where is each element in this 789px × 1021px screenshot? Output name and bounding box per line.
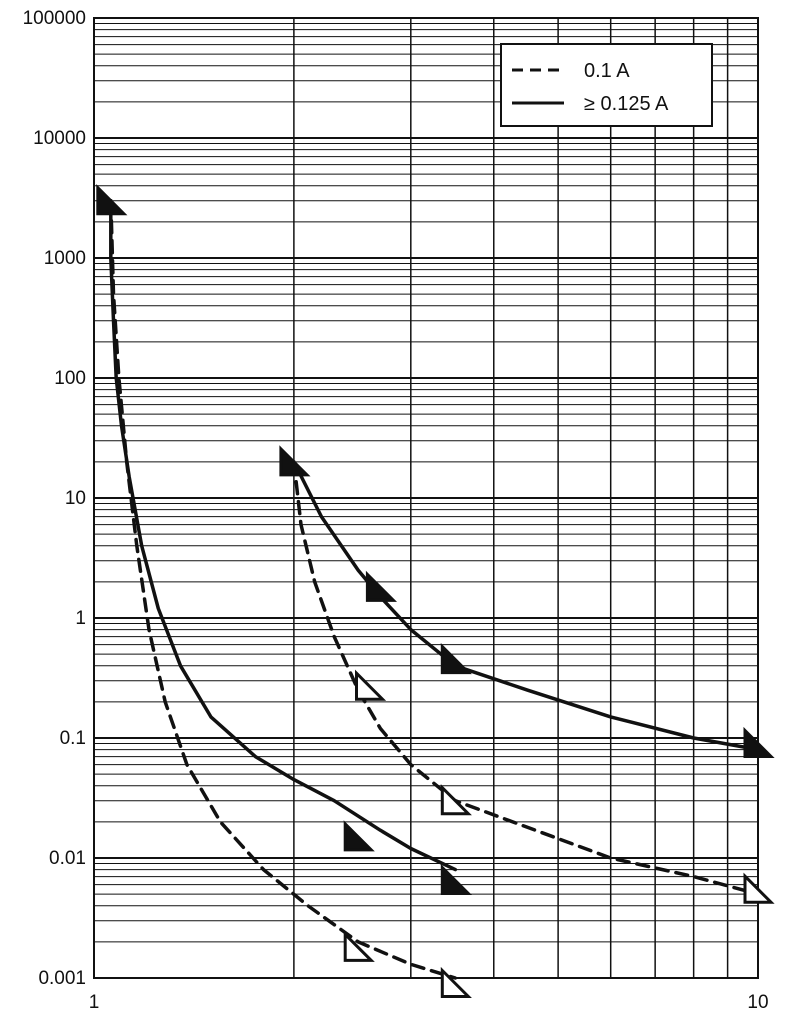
marker-filled-2	[279, 445, 311, 477]
marker-open-10	[743, 872, 775, 904]
series-layer	[109, 198, 760, 980]
y-tick-label: 10000	[33, 128, 86, 149]
y-tick-label: 1	[75, 608, 86, 629]
series-line-3-solid	[292, 460, 760, 752]
x-tick-label: 1	[89, 992, 100, 1013]
marker-filled-4	[440, 642, 472, 675]
marker-filled-6	[343, 820, 375, 852]
series-line-4-dashed	[292, 460, 760, 896]
marker-filled-7	[440, 863, 472, 895]
y-tick-label: 100000	[23, 8, 86, 29]
marker-open-8	[355, 669, 387, 701]
legend-box	[500, 43, 713, 127]
marker-filled-1	[96, 184, 128, 216]
marker-filled-3	[365, 570, 398, 602]
y-tick-label: 10	[65, 488, 86, 509]
plot-frame	[93, 17, 759, 979]
y-tick-label: 0.01	[49, 848, 86, 869]
marker-layer	[96, 184, 775, 998]
y-tick-label: 0.001	[38, 968, 86, 989]
marker-open-9	[440, 784, 472, 816]
marker-open-12	[440, 966, 472, 998]
y-tick-label: 0.1	[60, 728, 86, 749]
marker-open-11	[343, 930, 375, 962]
grid	[94, 18, 758, 979]
legend-label-solid: ≥ 0.125 A	[584, 93, 669, 115]
y-tick-label: 1000	[44, 248, 86, 269]
y-tick-label: 100	[54, 368, 86, 389]
series-line-1-solid	[109, 198, 458, 872]
x-tick-label: 10	[747, 992, 768, 1013]
series-line-2-dashed	[109, 198, 458, 980]
legend: 0.1 A ≥ 0.125 A	[500, 43, 713, 127]
legend-label-dashed: 0.1 A	[584, 60, 630, 82]
marker-filled-5	[743, 726, 775, 758]
